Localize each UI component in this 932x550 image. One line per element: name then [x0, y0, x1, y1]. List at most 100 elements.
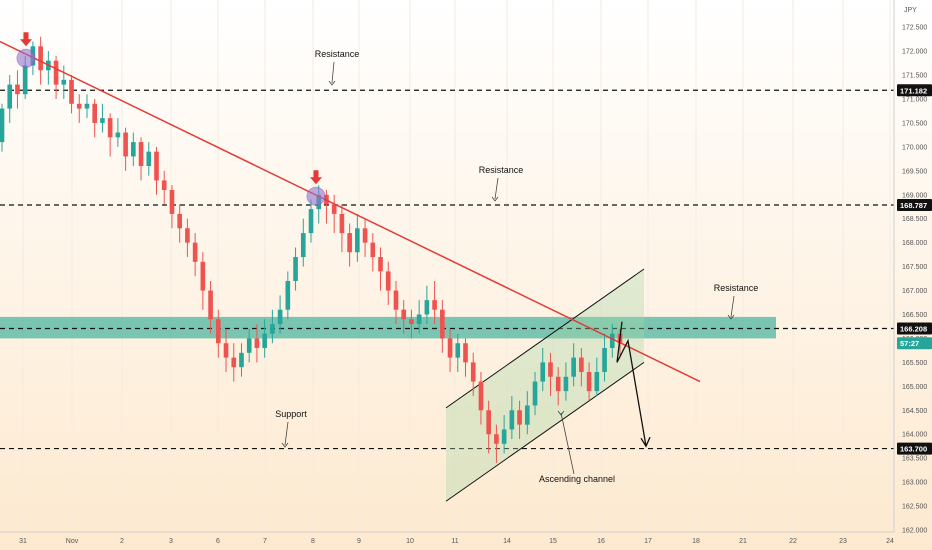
- candle-body: [555, 376, 561, 392]
- y-tick-label: 167.500: [902, 264, 927, 271]
- candle-body: [509, 410, 515, 430]
- candle-body: [524, 405, 530, 425]
- candle: [138, 137, 144, 181]
- x-tick-label: 9: [357, 538, 361, 545]
- annotation-pointer: [284, 421, 289, 446]
- candle: [532, 371, 538, 416]
- candle: [200, 252, 206, 310]
- candle-body: [285, 280, 291, 310]
- candle-body: [0, 108, 5, 143]
- x-tick-label: 15: [549, 538, 557, 545]
- y-tick-label: 164.000: [902, 432, 927, 439]
- y-tick-label: 172.500: [902, 25, 927, 32]
- level-price-label: 163.700: [900, 445, 927, 454]
- current-price-tag: [897, 337, 932, 350]
- x-tick-label: 21: [739, 538, 747, 545]
- x-tick-label: 8: [311, 538, 315, 545]
- candle-body: [300, 233, 306, 258]
- candle-body: [347, 233, 352, 253]
- candle: [432, 280, 437, 325]
- x-tick-label: 14: [503, 538, 511, 545]
- candle-body: [563, 376, 569, 392]
- candle-body: [254, 338, 260, 349]
- candle: [440, 300, 445, 353]
- annotation-pointer-head-icon: [281, 442, 289, 448]
- candle: [571, 343, 576, 387]
- level-price-label: 166.208: [900, 324, 927, 333]
- candle-body: [154, 151, 159, 181]
- candle-body: [208, 290, 213, 320]
- candle-body: [131, 142, 136, 157]
- x-tick-label: 2: [120, 538, 124, 545]
- candle: [355, 213, 360, 262]
- y-tick-label: 165.500: [902, 360, 927, 367]
- candle: [478, 371, 484, 425]
- candle-body: [409, 319, 414, 325]
- candle: [239, 343, 244, 377]
- candle: [84, 94, 90, 119]
- candle-body: [192, 242, 198, 262]
- candle: [92, 98, 98, 138]
- candle: [594, 357, 600, 396]
- candle: [517, 400, 522, 440]
- candle-body: [308, 209, 314, 234]
- candle-body: [100, 118, 105, 123]
- candle-body: [215, 319, 221, 344]
- candle-body: [107, 118, 113, 138]
- candle-body: [339, 213, 345, 234]
- candle: [470, 352, 476, 396]
- candle-body: [84, 103, 90, 109]
- candle: [579, 348, 584, 387]
- candle: [107, 113, 113, 157]
- candle-body: [486, 410, 491, 435]
- candle: [548, 352, 553, 396]
- candle: [455, 333, 461, 372]
- annotation-pointer-head-icon: [491, 196, 499, 202]
- y-tick-label: 164.500: [902, 408, 927, 415]
- candle: [215, 309, 221, 358]
- candle-body: [609, 333, 615, 349]
- candle: [185, 218, 190, 258]
- candle: [246, 328, 252, 363]
- level-price-tag: [897, 322, 932, 335]
- annotation-pointer-head-icon: [328, 80, 336, 86]
- candle: [378, 247, 383, 291]
- candle: [524, 391, 530, 435]
- candle: [177, 204, 182, 243]
- candle-body: [470, 362, 476, 382]
- candle: [401, 300, 407, 334]
- candle: [586, 362, 592, 401]
- candle-body: [478, 381, 484, 411]
- candle: [331, 194, 337, 234]
- y-tick-label: 170.500: [902, 120, 927, 127]
- candle-body: [362, 228, 368, 243]
- candle: [131, 132, 136, 167]
- candle-body: [123, 132, 128, 157]
- candle-body: [571, 357, 576, 377]
- candle-body: [447, 338, 453, 358]
- candle-body: [378, 257, 383, 272]
- candle-body: [53, 60, 59, 85]
- candle: [146, 142, 152, 176]
- candle: [555, 367, 561, 406]
- candle: [385, 261, 391, 305]
- candle-body: [22, 65, 28, 95]
- annotation-pointer: [730, 295, 735, 318]
- trendline: [0, 40, 701, 383]
- candle: [254, 324, 260, 363]
- y-tick-label: 168.500: [902, 216, 927, 223]
- candle: [285, 271, 291, 320]
- candle: [53, 55, 59, 99]
- candle: [123, 127, 128, 171]
- candle-body: [355, 228, 360, 253]
- candle: [540, 348, 546, 392]
- candle-body: [331, 204, 337, 214]
- candle-body: [440, 309, 445, 339]
- candle-body: [15, 84, 20, 95]
- candle-body: [270, 324, 275, 334]
- candle-body: [262, 333, 267, 349]
- candle: [563, 362, 569, 401]
- candle: [347, 223, 352, 267]
- candle-body: [548, 362, 553, 377]
